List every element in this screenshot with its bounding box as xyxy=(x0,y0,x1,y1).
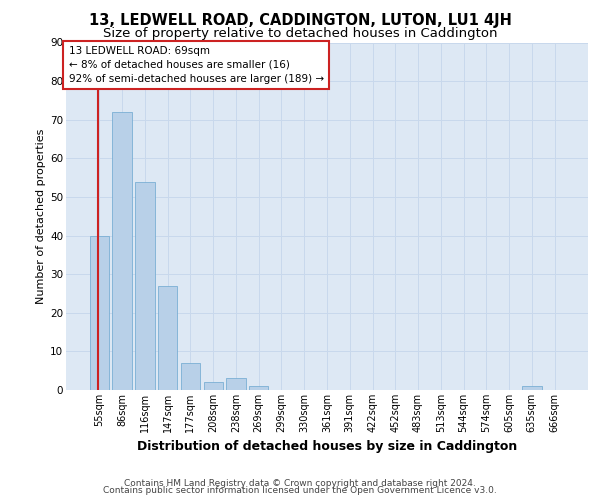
Text: Contains HM Land Registry data © Crown copyright and database right 2024.: Contains HM Land Registry data © Crown c… xyxy=(124,478,476,488)
Text: 13 LEDWELL ROAD: 69sqm
← 8% of detached houses are smaller (16)
92% of semi-deta: 13 LEDWELL ROAD: 69sqm ← 8% of detached … xyxy=(68,46,324,84)
Text: 13, LEDWELL ROAD, CADDINGTON, LUTON, LU1 4JH: 13, LEDWELL ROAD, CADDINGTON, LUTON, LU1… xyxy=(89,12,511,28)
Bar xyxy=(203,382,223,390)
Bar xyxy=(181,363,200,390)
Bar xyxy=(135,182,155,390)
Bar xyxy=(522,386,542,390)
Bar xyxy=(158,286,178,390)
Bar xyxy=(226,378,245,390)
Y-axis label: Number of detached properties: Number of detached properties xyxy=(36,128,46,304)
Text: Contains public sector information licensed under the Open Government Licence v3: Contains public sector information licen… xyxy=(103,486,497,495)
Bar xyxy=(90,236,109,390)
X-axis label: Distribution of detached houses by size in Caddington: Distribution of detached houses by size … xyxy=(137,440,517,454)
Text: Size of property relative to detached houses in Caddington: Size of property relative to detached ho… xyxy=(103,28,497,40)
Bar xyxy=(112,112,132,390)
Bar xyxy=(249,386,268,390)
